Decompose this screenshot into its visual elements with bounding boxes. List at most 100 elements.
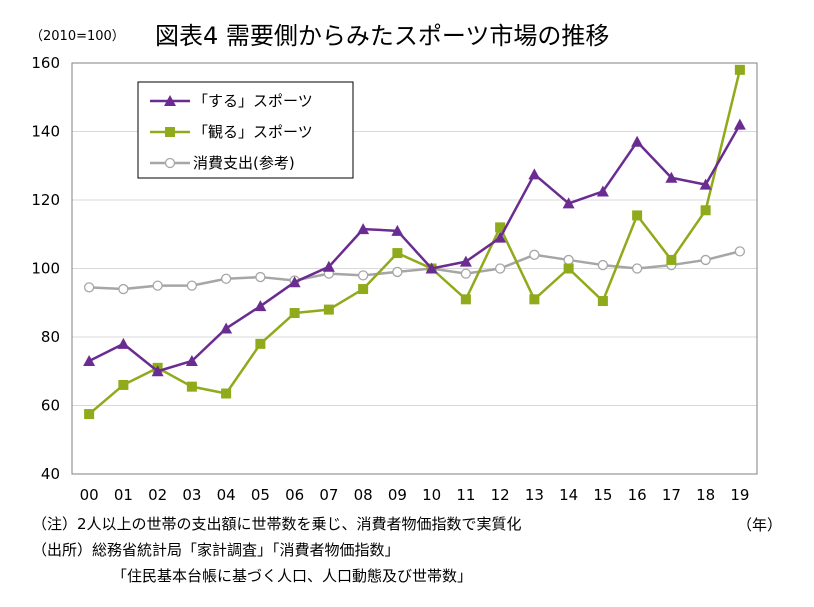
data-point bbox=[185, 354, 198, 366]
data-point bbox=[118, 283, 129, 295]
data-point bbox=[358, 284, 369, 295]
data-point bbox=[83, 354, 96, 366]
x-tick-label: 11 bbox=[456, 486, 475, 504]
y-tick-label: 160 bbox=[31, 54, 60, 72]
data-point bbox=[392, 266, 403, 278]
series-line bbox=[88, 69, 742, 416]
data-point bbox=[597, 296, 608, 307]
x-tick-label: 15 bbox=[593, 486, 612, 504]
data-point bbox=[666, 254, 677, 265]
chart-title: 図表4 需要側からみたスポーツ市場の推移 bbox=[155, 22, 609, 50]
data-point bbox=[220, 273, 232, 284]
x-unit-label: （年） bbox=[737, 516, 782, 534]
x-tick-label: 10 bbox=[422, 486, 441, 504]
data-point bbox=[699, 178, 712, 190]
data-point bbox=[152, 280, 163, 291]
data-point bbox=[700, 254, 711, 266]
note-2: （出所）総務省統計局「家計調査」「消費者物価指数」 bbox=[32, 541, 400, 559]
data-point bbox=[323, 304, 334, 315]
x-tick-label: 00 bbox=[80, 486, 99, 504]
data-point bbox=[255, 271, 266, 283]
data-point bbox=[632, 210, 643, 221]
note-3: 「住民基本台帳に基づく人口、人口動態及び世帯数」 bbox=[112, 567, 472, 585]
legend-item-1: 「観る」スポーツ bbox=[150, 123, 313, 141]
data-point bbox=[529, 249, 540, 260]
data-point bbox=[84, 409, 95, 420]
data-point bbox=[700, 205, 711, 216]
data-point bbox=[118, 379, 129, 390]
data-point bbox=[83, 282, 95, 293]
data-point bbox=[220, 322, 233, 334]
data-point bbox=[391, 224, 404, 236]
data-point bbox=[357, 270, 369, 281]
data-point bbox=[460, 294, 471, 305]
y-tick-label: 120 bbox=[31, 191, 60, 209]
data-point bbox=[357, 223, 370, 235]
data-point bbox=[495, 222, 506, 233]
x-tick-label: 01 bbox=[114, 486, 133, 504]
x-tick-label: 06 bbox=[285, 486, 304, 504]
x-tick-label: 04 bbox=[217, 486, 236, 504]
x-tick-label: 18 bbox=[696, 486, 715, 504]
data-point bbox=[563, 263, 574, 274]
legend-label: 消費支出(参考) bbox=[193, 154, 295, 172]
data-point bbox=[289, 308, 300, 319]
data-point bbox=[563, 254, 574, 266]
data-point bbox=[459, 255, 472, 267]
x-tick-label: 12 bbox=[491, 486, 510, 504]
data-point bbox=[665, 171, 678, 183]
data-point bbox=[562, 197, 575, 209]
x-tick-label: 08 bbox=[354, 486, 373, 504]
data-point bbox=[254, 300, 267, 312]
data-point bbox=[425, 262, 438, 274]
x-tick-label: 03 bbox=[182, 486, 201, 504]
x-tick-label: 02 bbox=[148, 486, 167, 504]
y-tick-label: 140 bbox=[31, 123, 60, 141]
data-point bbox=[494, 263, 506, 274]
data-point bbox=[186, 381, 197, 392]
data-point bbox=[529, 294, 540, 305]
data-point bbox=[528, 168, 541, 180]
data-point bbox=[221, 388, 232, 399]
data-point bbox=[631, 263, 643, 274]
legend-marker bbox=[165, 127, 175, 137]
x-axis-ticks: 00 01 02 03 04 05 06 07 08 09 10 11 12 13 14 15 16 17 18 19 bbox=[80, 486, 750, 504]
data-point bbox=[255, 338, 266, 349]
data-point bbox=[322, 260, 335, 272]
data-point bbox=[392, 248, 403, 259]
note-1: （注）2人以上の世帯の支出額に世帯数を乗じ、消費者物価指数で実質化 bbox=[32, 515, 522, 533]
data-point bbox=[460, 268, 472, 279]
plot-area-border bbox=[71, 62, 758, 475]
x-tick-label: 09 bbox=[388, 486, 407, 504]
x-tick-label: 17 bbox=[662, 486, 681, 504]
data-point bbox=[151, 365, 164, 377]
x-tick-label: 19 bbox=[730, 486, 749, 504]
data-point bbox=[734, 64, 745, 75]
y-axis-ticks: 40 60 80 100 120 140 160 bbox=[31, 54, 60, 483]
legend-label: 「する」スポーツ bbox=[193, 92, 313, 110]
legend-item-2: 消費支出(参考) bbox=[150, 154, 295, 172]
data-point bbox=[631, 135, 644, 147]
series-0 bbox=[83, 118, 746, 377]
x-tick-label: 13 bbox=[525, 486, 544, 504]
series-layer bbox=[83, 64, 746, 420]
data-point bbox=[596, 185, 609, 197]
data-point bbox=[494, 231, 507, 243]
unit-label: （2010=100） bbox=[30, 29, 125, 44]
legend-marker bbox=[164, 95, 176, 106]
data-point bbox=[734, 246, 746, 257]
data-point bbox=[186, 280, 198, 291]
y-tick-label: 80 bbox=[41, 328, 60, 346]
data-point bbox=[117, 337, 130, 349]
data-point bbox=[597, 259, 609, 271]
y-tick-label: 100 bbox=[31, 260, 60, 278]
x-tick-label: 05 bbox=[251, 486, 270, 504]
y-tick-label: 40 bbox=[41, 465, 60, 483]
legend-label: 「観る」スポーツ bbox=[193, 123, 313, 141]
series-2 bbox=[83, 246, 746, 295]
x-tick-label: 14 bbox=[559, 486, 578, 504]
data-point bbox=[733, 118, 746, 130]
x-tick-label: 07 bbox=[319, 486, 338, 504]
